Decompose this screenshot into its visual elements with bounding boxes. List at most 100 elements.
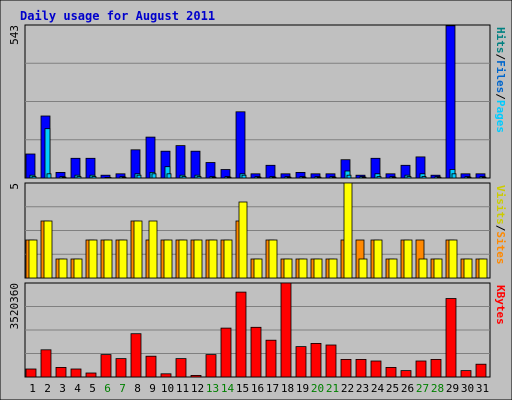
bar-visits-26	[403, 239, 413, 279]
bar-kbytes-3	[55, 366, 67, 378]
bar-visits-28	[433, 258, 443, 279]
bar-pages-20	[316, 176, 322, 179]
x-tick-label: 22	[341, 382, 354, 395]
panel-bottom: 3520360 KBytes	[8, 282, 507, 378]
x-tick-label: 18	[281, 382, 294, 395]
x-tick-label: 20	[311, 382, 324, 395]
bar-kbytes-8	[130, 333, 142, 378]
bar-kbytes-13	[205, 354, 217, 378]
bar-visits-15	[238, 201, 248, 279]
bar-pages-13	[211, 176, 217, 179]
bar-kbytes-17	[265, 339, 277, 378]
bar-kbytes-22	[340, 358, 352, 378]
max-label: 3520360	[8, 283, 21, 329]
bar-pages-27	[421, 176, 427, 179]
bar-pages-2	[46, 173, 52, 179]
bar-visits-19	[298, 258, 308, 279]
x-tick-label: 9	[149, 382, 156, 395]
bar-visits-9	[148, 220, 158, 279]
bar-hits-11	[175, 145, 186, 179]
x-tick-label: 30	[461, 382, 474, 395]
x-tick-label: 2	[44, 382, 51, 395]
bar-visits-29	[448, 239, 458, 279]
x-tick-label: 19	[296, 382, 309, 395]
bar-files-2	[44, 128, 51, 179]
bar-pages-21	[331, 176, 337, 179]
bar-kbytes-19	[295, 346, 307, 378]
bar-visits-22	[343, 182, 353, 279]
x-tick-label: 8	[134, 382, 141, 395]
bar-pages-22	[346, 174, 352, 179]
bar-visits-30	[463, 258, 473, 279]
x-tick-label: 31	[476, 382, 489, 395]
bar-visits-31	[478, 258, 488, 279]
x-tick-label: 13	[206, 382, 219, 395]
bar-pages-16	[256, 176, 262, 179]
bar-kbytes-1	[25, 368, 37, 378]
legend-top: Hits/Files/Pages	[494, 27, 507, 133]
bar-kbytes-6	[100, 354, 112, 378]
x-tick-label: 14	[221, 382, 235, 395]
bar-pages-26	[406, 176, 412, 179]
bar-kbytes-25	[385, 366, 397, 378]
bar-visits-17	[268, 239, 278, 279]
bar-pages-6	[106, 176, 112, 179]
bar-hits-15	[235, 111, 246, 179]
bar-pages-1	[31, 176, 37, 179]
x-tick-label: 21	[326, 382, 339, 395]
bar-kbytes-26	[400, 370, 412, 378]
x-axis: 1 2 3 4 5 6 7 8 9 10 11 12 13 14 15 16 17 18 19 20 21 22 23 24 2…	[29, 382, 489, 395]
bar-visits-20	[313, 258, 323, 279]
bar-visits-14	[223, 239, 233, 279]
legend-entry: Pages	[494, 100, 507, 133]
bar-pages-23	[361, 176, 367, 179]
bar-pages-11	[181, 176, 187, 179]
bar-kbytes-30	[460, 370, 472, 378]
bar-pages-28	[436, 176, 442, 179]
x-tick-label: 3	[59, 382, 66, 395]
bar-visits-7	[118, 239, 128, 279]
legend-entry: Visits	[494, 185, 507, 225]
x-tick-label: 10	[161, 382, 174, 395]
bar-visits-2	[43, 220, 53, 279]
chart-title: Daily usage for August 2011	[20, 9, 215, 23]
bar-visits-1	[28, 239, 38, 279]
legend-middle: Visits/Sites	[494, 185, 507, 265]
bar-pages-17	[271, 176, 277, 179]
legend-entry: KBytes	[494, 285, 507, 325]
bar-kbytes-18	[280, 282, 292, 378]
bar-visits-24	[373, 239, 383, 279]
bar-kbytes-16	[250, 326, 262, 378]
bar-pages-29	[451, 173, 457, 179]
x-tick-label: 28	[431, 382, 444, 395]
x-tick-label: 26	[401, 382, 414, 395]
bar-kbytes-11	[175, 358, 187, 378]
bar-pages-18	[286, 176, 292, 179]
bar-pages-19	[301, 176, 307, 179]
x-tick-label: 12	[191, 382, 204, 395]
bar-kbytes-29	[445, 298, 457, 378]
legend-entry: /	[494, 93, 507, 100]
panel-middle: 5 Visits/Sites	[8, 182, 507, 279]
bar-kbytes-5	[85, 372, 97, 378]
bar-visits-6	[103, 239, 113, 279]
bar-kbytes-14	[220, 327, 232, 378]
bar-visits-11	[178, 239, 188, 279]
bar-pages-5	[91, 176, 97, 179]
bar-pages-10	[166, 173, 172, 179]
panel-top: 543 Hits/Files/Pages	[8, 24, 507, 179]
bar-hits-29	[445, 25, 456, 179]
legend-entry: Files	[494, 60, 507, 93]
bar-visits-10	[163, 239, 173, 279]
bar-visits-4	[73, 258, 83, 279]
bar-kbytes-24	[370, 360, 382, 378]
bar-kbytes-27	[415, 360, 427, 378]
bar-kbytes-31	[475, 363, 487, 378]
bar-hits-1	[25, 153, 36, 179]
bar-visits-3	[58, 258, 68, 279]
legend-entry: Hits	[494, 27, 507, 54]
x-tick-label: 25	[386, 382, 399, 395]
max-label: 5	[8, 183, 21, 190]
